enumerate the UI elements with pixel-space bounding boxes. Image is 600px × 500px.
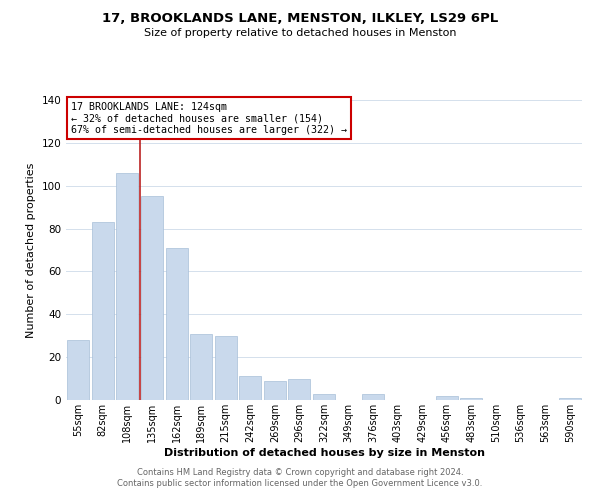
Y-axis label: Number of detached properties: Number of detached properties [26,162,36,338]
Bar [141,196,163,400]
Bar [362,394,384,400]
Bar [313,394,335,400]
X-axis label: Distribution of detached houses by size in Menston: Distribution of detached houses by size … [163,448,485,458]
Bar [67,340,89,400]
Bar [166,248,188,400]
Bar [559,398,581,400]
Text: Size of property relative to detached houses in Menston: Size of property relative to detached ho… [144,28,456,38]
Bar [190,334,212,400]
Bar [215,336,237,400]
Bar [92,222,114,400]
Bar [460,398,482,400]
Bar [264,380,286,400]
Text: Contains HM Land Registry data © Crown copyright and database right 2024.
Contai: Contains HM Land Registry data © Crown c… [118,468,482,487]
Bar [239,376,262,400]
Bar [436,396,458,400]
Text: 17 BROOKLANDS LANE: 124sqm
← 32% of detached houses are smaller (154)
67% of sem: 17 BROOKLANDS LANE: 124sqm ← 32% of deta… [71,102,347,134]
Bar [289,378,310,400]
Bar [116,173,139,400]
Text: 17, BROOKLANDS LANE, MENSTON, ILKLEY, LS29 6PL: 17, BROOKLANDS LANE, MENSTON, ILKLEY, LS… [102,12,498,26]
